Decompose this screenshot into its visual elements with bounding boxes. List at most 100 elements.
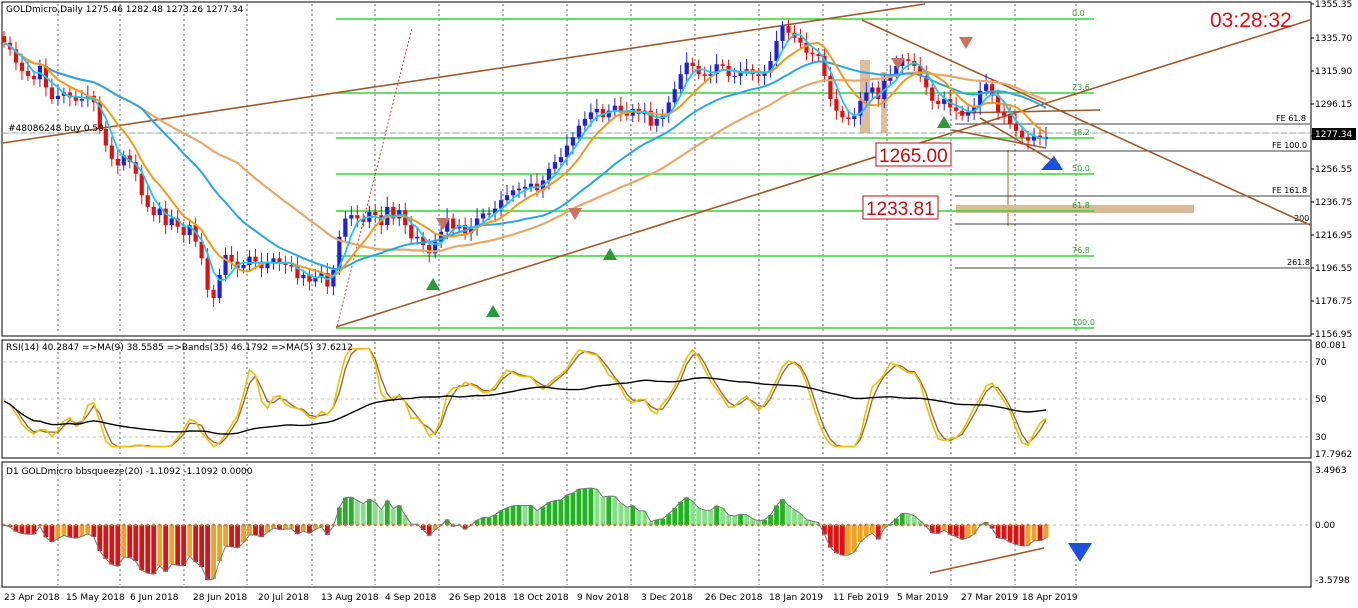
squeeze-dot <box>290 523 293 527</box>
squeeze-bar <box>786 505 791 525</box>
squeeze-dot <box>481 523 485 527</box>
candle-body <box>558 157 564 163</box>
level-box-1233 <box>862 195 939 220</box>
squeeze-dot <box>224 523 227 527</box>
squeeze-bar <box>881 525 887 529</box>
squeeze-bar <box>259 525 264 537</box>
squeeze-bar <box>384 500 390 525</box>
fib-label: 50.0 <box>1072 164 1090 173</box>
squeeze-bar <box>857 525 863 543</box>
squeeze-dot <box>529 523 533 527</box>
squeeze-dot <box>92 523 96 527</box>
squeeze-dot <box>391 523 395 527</box>
candle-body <box>127 155 132 163</box>
squeeze-dot <box>475 523 479 527</box>
squeeze-bar <box>522 505 528 525</box>
candle-body <box>169 218 174 226</box>
x-tick-label: 20 Jul 2018 <box>258 593 309 603</box>
squeeze-dot <box>385 523 389 527</box>
squeeze-dot <box>894 523 898 527</box>
candle-body <box>79 99 84 101</box>
candle-body <box>289 264 294 267</box>
squeeze-dot <box>966 523 970 527</box>
squeeze-bar <box>552 500 558 525</box>
squeeze-bar <box>792 509 797 525</box>
squeeze-dot <box>302 523 305 527</box>
squeeze-bar <box>648 521 654 525</box>
candle-body <box>181 226 186 236</box>
squeeze-dot <box>541 523 545 527</box>
squeeze-bar <box>762 519 767 525</box>
target-arrow <box>1068 543 1092 562</box>
squeeze-dot <box>146 523 150 527</box>
candle-body <box>97 102 102 129</box>
candle-body <box>349 215 354 219</box>
candle-body <box>205 258 210 290</box>
squeeze-bar <box>768 514 773 525</box>
sell-arrow <box>959 37 973 49</box>
squeeze-bar <box>834 525 839 553</box>
squeeze-bar <box>31 525 37 535</box>
candle-body <box>223 254 228 275</box>
squeeze-bar <box>546 502 552 525</box>
squeeze-bar <box>175 525 181 566</box>
squeeze-dot <box>535 523 539 527</box>
squeeze-bar <box>576 489 582 525</box>
squeeze-dot <box>194 523 198 527</box>
candle-body <box>708 74 713 76</box>
squeeze-dot <box>1014 523 1018 527</box>
squeeze-dot <box>296 523 299 527</box>
candle-body <box>846 117 851 120</box>
trend-line <box>335 19 1311 328</box>
squeeze-dot <box>379 523 383 527</box>
squeeze-dot <box>68 523 72 527</box>
candle-body <box>576 125 581 138</box>
squeeze-dot <box>595 523 599 527</box>
x-tick-label: 15 May 2018 <box>66 593 125 603</box>
squeeze-bar <box>67 525 73 538</box>
trend-line <box>957 109 1101 114</box>
squeeze-dot <box>900 523 904 527</box>
squeeze-dot <box>607 523 611 527</box>
x-tick-label: 3 Dec 2018 <box>641 593 693 603</box>
candle-body <box>612 105 617 111</box>
candle-body <box>762 72 767 76</box>
squeeze-bar <box>187 525 193 557</box>
fe-label: FE 161.8 <box>1272 186 1307 195</box>
x-tick-label: 23 Apr 2018 <box>4 593 60 603</box>
squeeze-dot <box>32 523 36 527</box>
rsi-ma-line <box>3 347 1047 448</box>
buy-arrow <box>426 278 440 290</box>
squeeze-bar <box>193 525 199 562</box>
squeeze-bar <box>492 514 498 525</box>
target-arrow <box>1041 156 1063 170</box>
squeeze-bar <box>899 513 905 525</box>
price-tick-label: 1355.35 <box>1315 0 1352 10</box>
candle-body <box>714 64 719 75</box>
squeeze-dot <box>164 523 168 527</box>
squeeze-bar <box>91 525 97 537</box>
squeeze-dot <box>637 523 641 527</box>
squeeze-dot <box>553 523 557 527</box>
squeeze-bar <box>696 507 702 525</box>
squeeze-dot <box>673 523 677 527</box>
squeeze-bar <box>708 510 714 525</box>
squeeze-dot <box>140 523 144 527</box>
zone-bar <box>956 205 1194 213</box>
squeeze-dot <box>864 523 868 527</box>
squeeze-bar <box>995 525 1001 538</box>
squeeze-bar <box>432 525 438 530</box>
squeeze-dot <box>38 523 42 527</box>
candle-body <box>409 225 414 239</box>
current-price-label: 1277.34 <box>1315 130 1352 140</box>
squeeze-dot <box>852 523 856 527</box>
x-tick-label: 18 Apr 2019 <box>1022 593 1078 603</box>
squeeze-dot <box>739 523 742 527</box>
candle-body <box>516 188 522 191</box>
squeeze-dot <box>26 523 30 527</box>
price-tick-label: 1315.90 <box>1315 67 1352 77</box>
squeeze-bar <box>486 517 492 525</box>
candle-body <box>834 99 839 111</box>
candle-body <box>301 274 306 279</box>
squeeze-dot <box>200 523 204 527</box>
